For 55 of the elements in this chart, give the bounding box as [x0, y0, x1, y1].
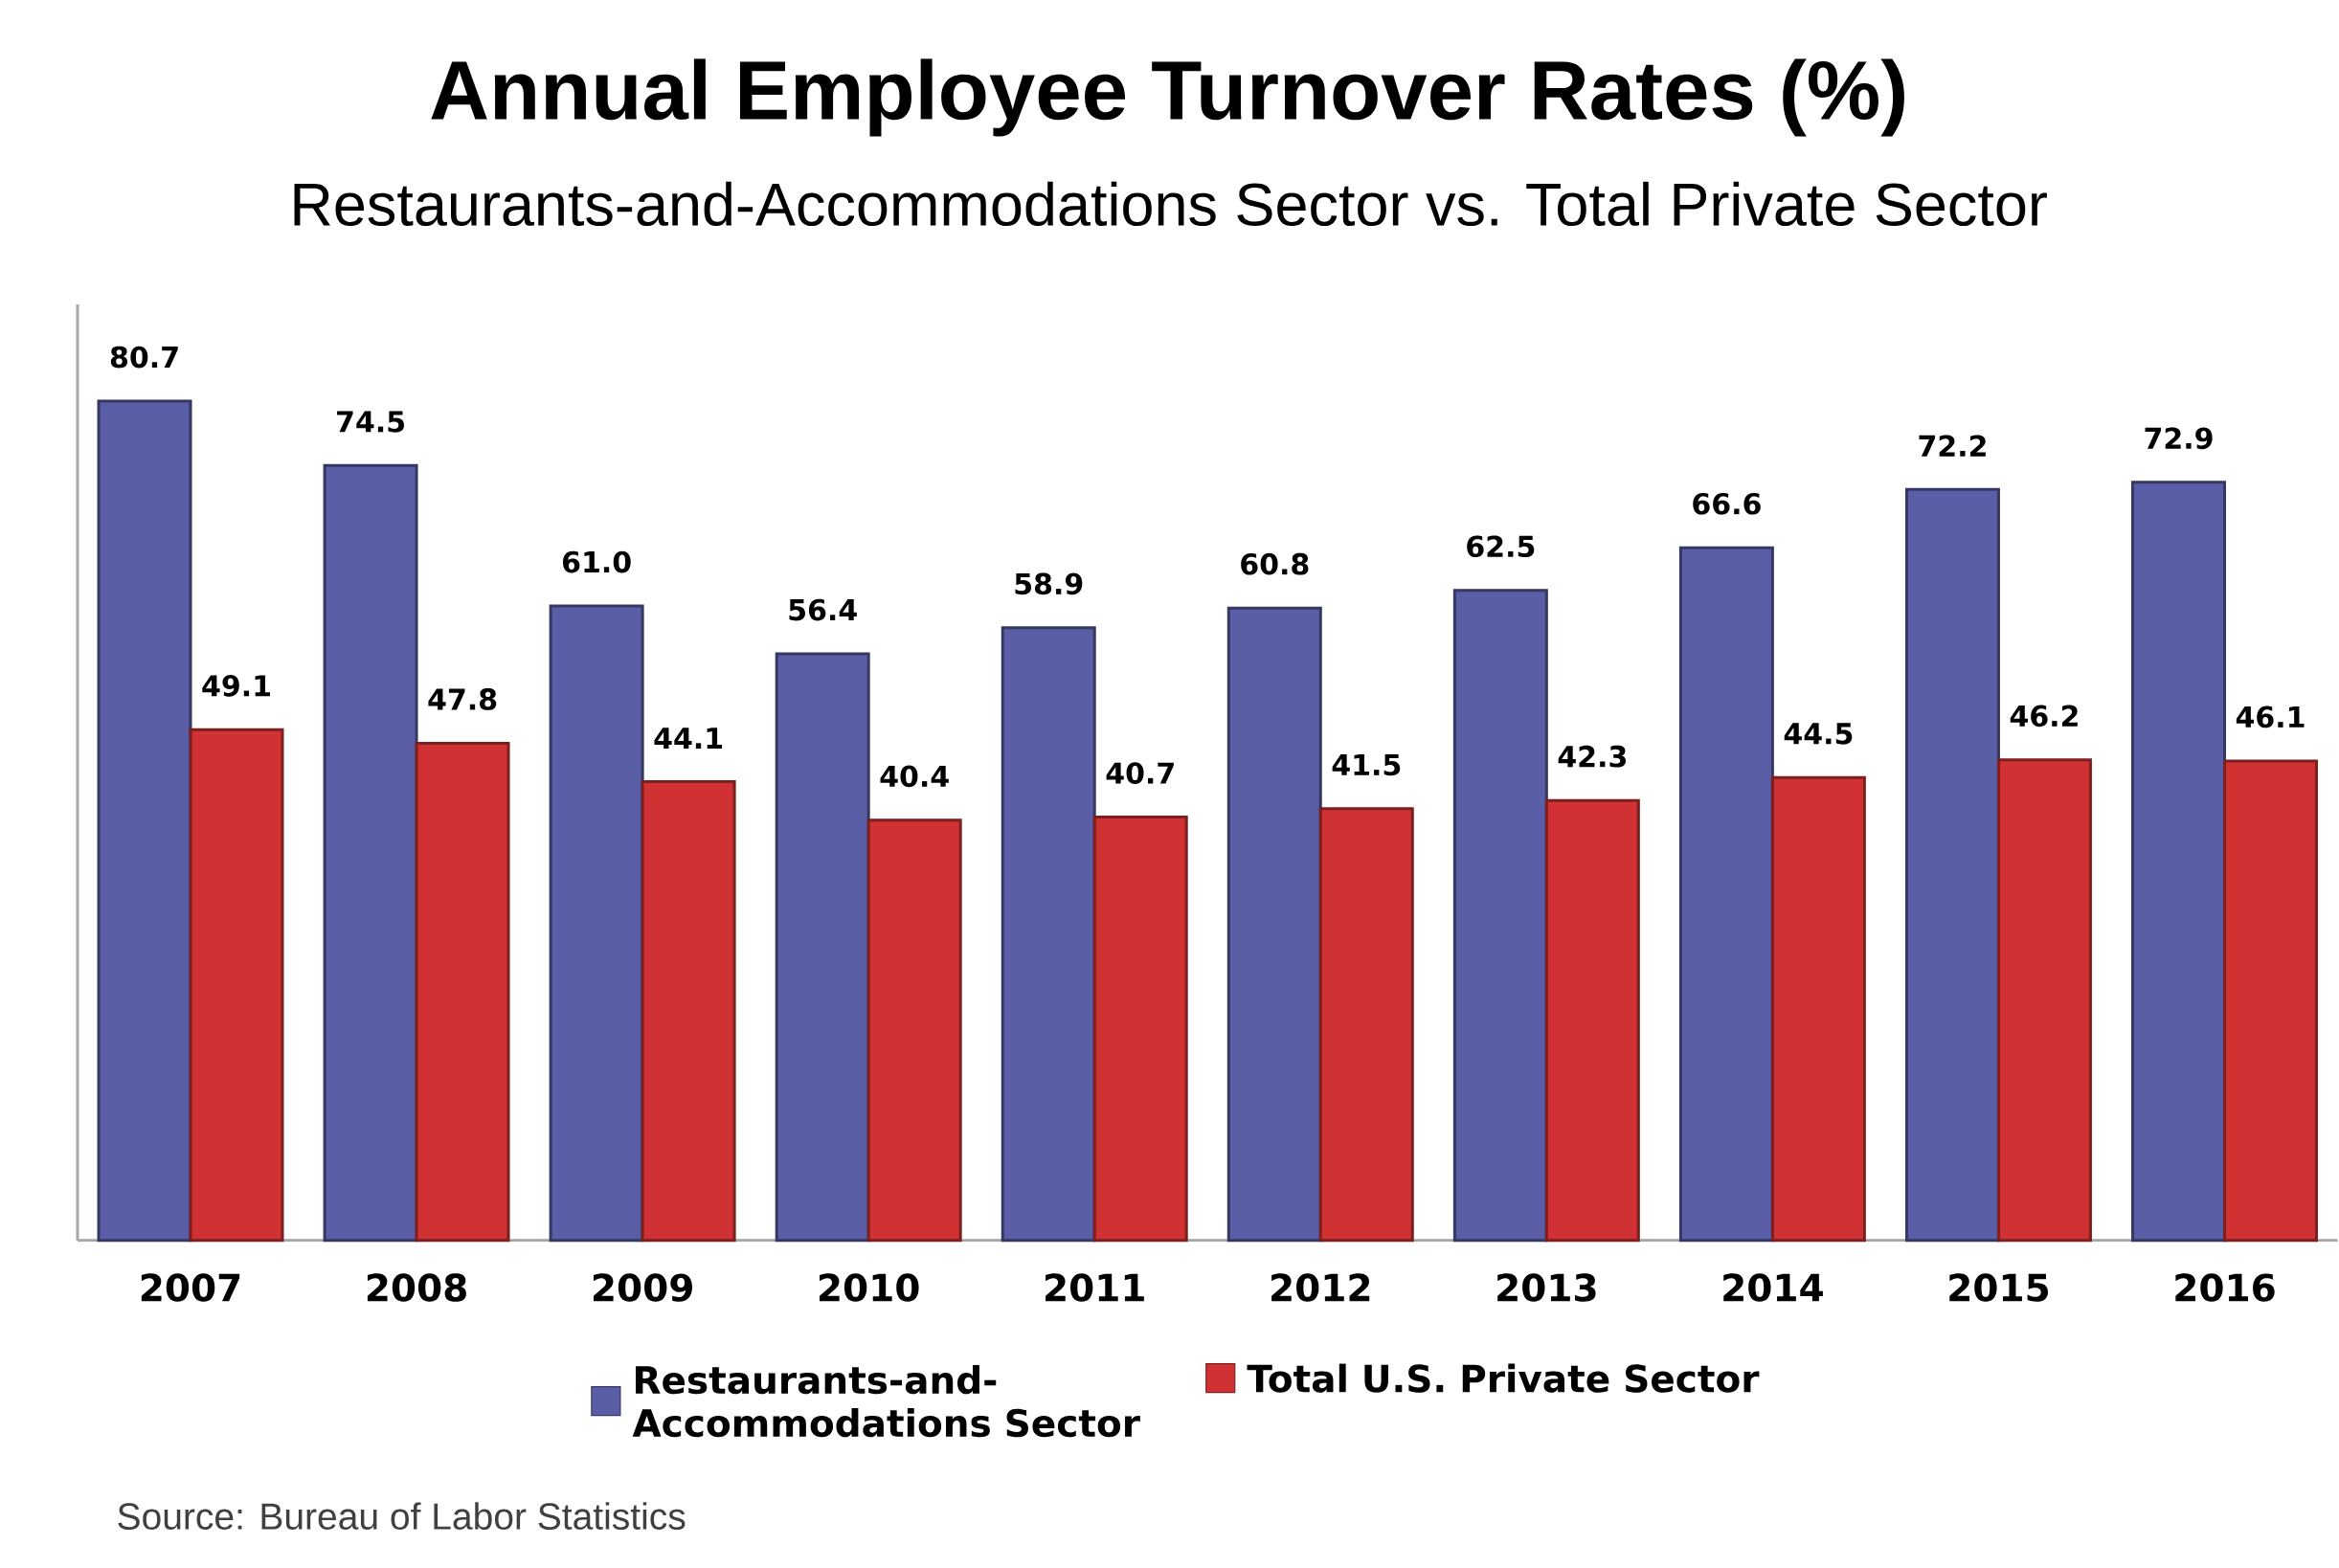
- chart-subtitle: Restaurants-and-Accommodations Sector vs. Total Private Sector: [294, 181, 2047, 227]
- bar: [549, 604, 644, 1243]
- data-label: 66.6: [1693, 493, 1761, 515]
- data-label: 60.8: [1241, 553, 1309, 575]
- data-label: 62.5: [1467, 535, 1535, 558]
- data-label: 74.5: [337, 411, 404, 433]
- data-label: 42.3: [1558, 746, 1626, 768]
- chart-title: Annual Employee Turnover Rates (%): [431, 58, 1904, 137]
- bar: [866, 818, 962, 1243]
- bar: [641, 780, 736, 1243]
- bar: [1092, 816, 1188, 1243]
- bar: [2223, 759, 2318, 1243]
- bar: [1544, 798, 1640, 1243]
- bar: [1452, 589, 1548, 1243]
- data-label: 44.5: [1784, 723, 1853, 745]
- x-tick-label: 2007: [141, 1273, 240, 1302]
- x-tick-label: 2015: [1949, 1273, 2049, 1302]
- x-tick-label: 2008: [367, 1273, 466, 1302]
- x-tick-label: 2011: [1046, 1273, 1144, 1302]
- data-label: 56.4: [789, 598, 857, 621]
- data-label: 61.0: [563, 550, 631, 573]
- legend-label: Total U.S. Private Sector: [1247, 1363, 1760, 1393]
- x-tick-label: 2016: [2175, 1273, 2275, 1302]
- bar: [1226, 606, 1322, 1243]
- source-note: Source: Bureau of Labor Statistics: [118, 1502, 686, 1531]
- data-label: 40.4: [880, 765, 949, 788]
- x-tick-label: 2014: [1723, 1273, 1823, 1302]
- data-label: 58.9: [1015, 572, 1083, 595]
- data-label: 40.7: [1106, 762, 1174, 785]
- bar: [323, 464, 418, 1243]
- bar: [1904, 487, 2000, 1243]
- data-label: 72.9: [2145, 427, 2213, 450]
- x-tick-label: 2010: [820, 1273, 919, 1302]
- data-label: 80.7: [110, 346, 178, 369]
- legend-label: Restaurants-and-Accommodations Sector: [632, 1365, 1140, 1438]
- bar: [1001, 626, 1096, 1243]
- bar: [97, 399, 192, 1243]
- bar: [189, 728, 284, 1243]
- data-label: 47.8: [428, 688, 497, 710]
- data-label: 44.1: [654, 728, 723, 750]
- bar: [1770, 775, 1866, 1243]
- data-label: 46.1: [2236, 706, 2305, 728]
- bar: [1996, 758, 2092, 1243]
- x-tick-label: 2012: [1271, 1273, 1370, 1302]
- bar: [1318, 807, 1414, 1243]
- bar: [2131, 481, 2227, 1243]
- bar: [415, 742, 510, 1243]
- data-label: 41.5: [1332, 754, 1401, 776]
- bar: [775, 652, 870, 1243]
- x-tick-label: 2009: [593, 1273, 692, 1302]
- bar: [1678, 546, 1774, 1243]
- data-label: 49.1: [202, 675, 270, 697]
- x-tick-label: 2013: [1497, 1273, 1596, 1302]
- data-label: 72.2: [1919, 435, 1986, 457]
- data-label: 46.2: [2010, 705, 2078, 728]
